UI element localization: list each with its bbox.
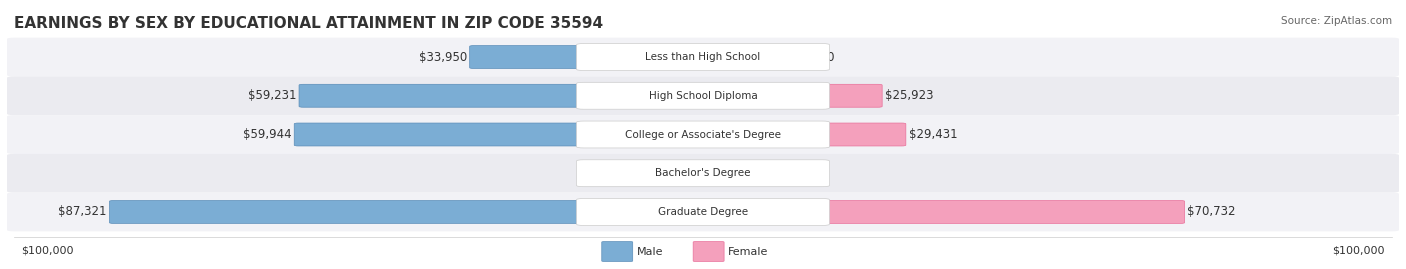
Text: High School Diploma: High School Diploma <box>648 91 758 101</box>
Text: $11,250: $11,250 <box>786 51 834 63</box>
FancyBboxPatch shape <box>576 121 830 148</box>
Text: $70,732: $70,732 <box>1188 206 1236 218</box>
Text: Bachelor's Degree: Bachelor's Degree <box>655 168 751 178</box>
FancyBboxPatch shape <box>693 242 724 261</box>
FancyBboxPatch shape <box>7 193 1399 231</box>
Text: College or Associate's Degree: College or Associate's Degree <box>626 129 780 140</box>
Text: EARNINGS BY SEX BY EDUCATIONAL ATTAINMENT IN ZIP CODE 35594: EARNINGS BY SEX BY EDUCATIONAL ATTAINMEN… <box>14 16 603 31</box>
Text: $0: $0 <box>745 167 761 180</box>
Text: $0: $0 <box>645 167 661 180</box>
Text: Graduate Degree: Graduate Degree <box>658 207 748 217</box>
Text: Source: ZipAtlas.com: Source: ZipAtlas.com <box>1281 16 1392 26</box>
FancyBboxPatch shape <box>294 123 707 146</box>
Text: Male: Male <box>637 246 664 257</box>
FancyBboxPatch shape <box>7 76 1399 115</box>
Text: $100,000: $100,000 <box>1333 245 1385 255</box>
FancyBboxPatch shape <box>576 160 830 187</box>
FancyBboxPatch shape <box>7 154 1399 193</box>
Text: $87,321: $87,321 <box>58 206 107 218</box>
FancyBboxPatch shape <box>110 200 707 224</box>
Text: $59,231: $59,231 <box>247 89 297 102</box>
Text: $25,923: $25,923 <box>884 89 934 102</box>
FancyBboxPatch shape <box>7 115 1399 154</box>
FancyBboxPatch shape <box>699 200 1185 224</box>
FancyBboxPatch shape <box>470 45 707 69</box>
FancyBboxPatch shape <box>576 199 830 225</box>
FancyBboxPatch shape <box>602 242 633 261</box>
FancyBboxPatch shape <box>7 38 1399 76</box>
Text: Less than High School: Less than High School <box>645 52 761 62</box>
FancyBboxPatch shape <box>699 45 783 69</box>
FancyBboxPatch shape <box>699 84 882 107</box>
FancyBboxPatch shape <box>576 44 830 70</box>
Text: Female: Female <box>728 246 769 257</box>
Text: $33,950: $33,950 <box>419 51 467 63</box>
Text: $100,000: $100,000 <box>21 245 73 255</box>
Text: $29,431: $29,431 <box>908 128 957 141</box>
FancyBboxPatch shape <box>576 82 830 109</box>
FancyBboxPatch shape <box>699 123 905 146</box>
Text: $59,944: $59,944 <box>243 128 291 141</box>
FancyBboxPatch shape <box>299 84 707 107</box>
